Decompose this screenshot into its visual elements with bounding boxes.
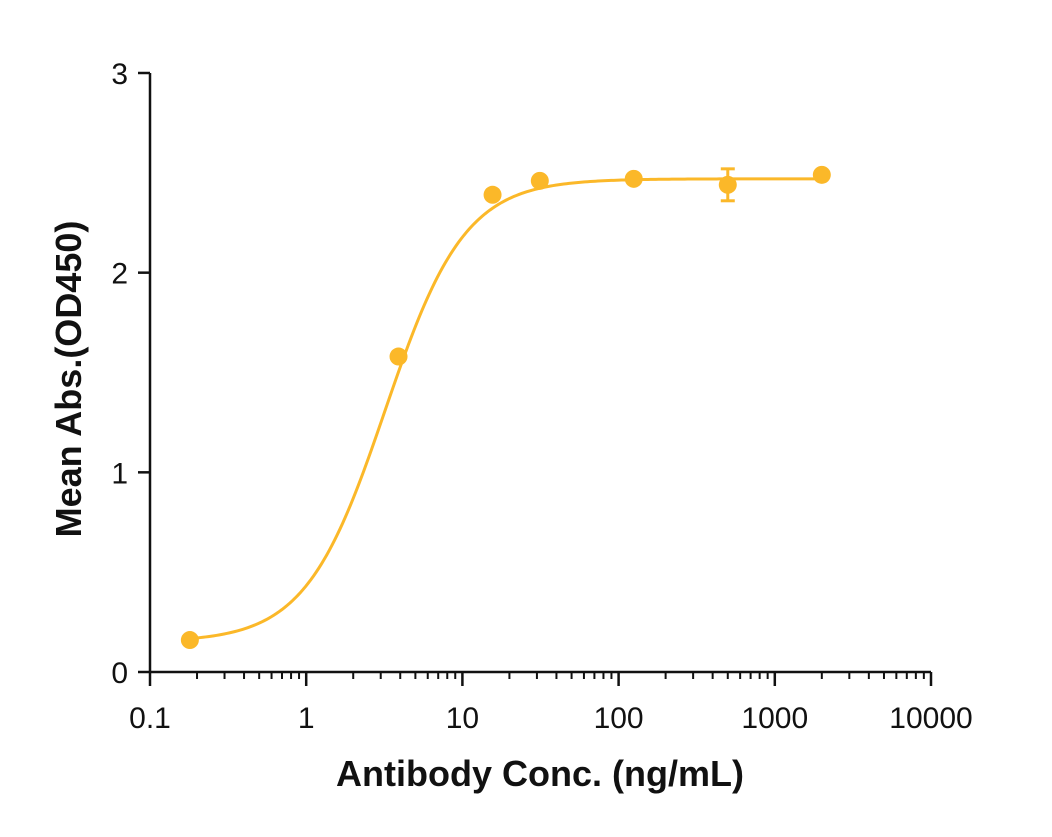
data-point — [530, 171, 549, 190]
data-point — [812, 165, 831, 184]
y-tick-label: 1 — [111, 457, 128, 490]
axes: 0 1 2 3 0.1 1 10 100 1000 10000 — [111, 58, 972, 735]
y-tick-label: 2 — [111, 258, 128, 291]
y-tick-label: 3 — [111, 58, 128, 91]
data-point — [389, 347, 408, 366]
x-tick-label: 100 — [594, 702, 644, 735]
x-tick-label: 1000 — [741, 702, 808, 735]
data-point — [483, 185, 502, 204]
data-point — [624, 169, 643, 188]
fit-curve-group — [189, 177, 822, 641]
x-tick-label: 0.1 — [129, 702, 171, 735]
y-axis-label: Mean Abs.(OD450) — [48, 221, 89, 538]
data-point — [718, 175, 737, 194]
x-tick-label: 1 — [298, 702, 315, 735]
x-tick-label: 10000 — [889, 702, 972, 735]
fit-curve — [189, 177, 822, 641]
x-tick-label: 10 — [446, 702, 479, 735]
x-axis-label: Antibody Conc. (ng/mL) — [336, 753, 744, 794]
y-tick-label: 0 — [111, 657, 128, 690]
data-points — [180, 165, 831, 650]
data-point — [180, 631, 199, 650]
